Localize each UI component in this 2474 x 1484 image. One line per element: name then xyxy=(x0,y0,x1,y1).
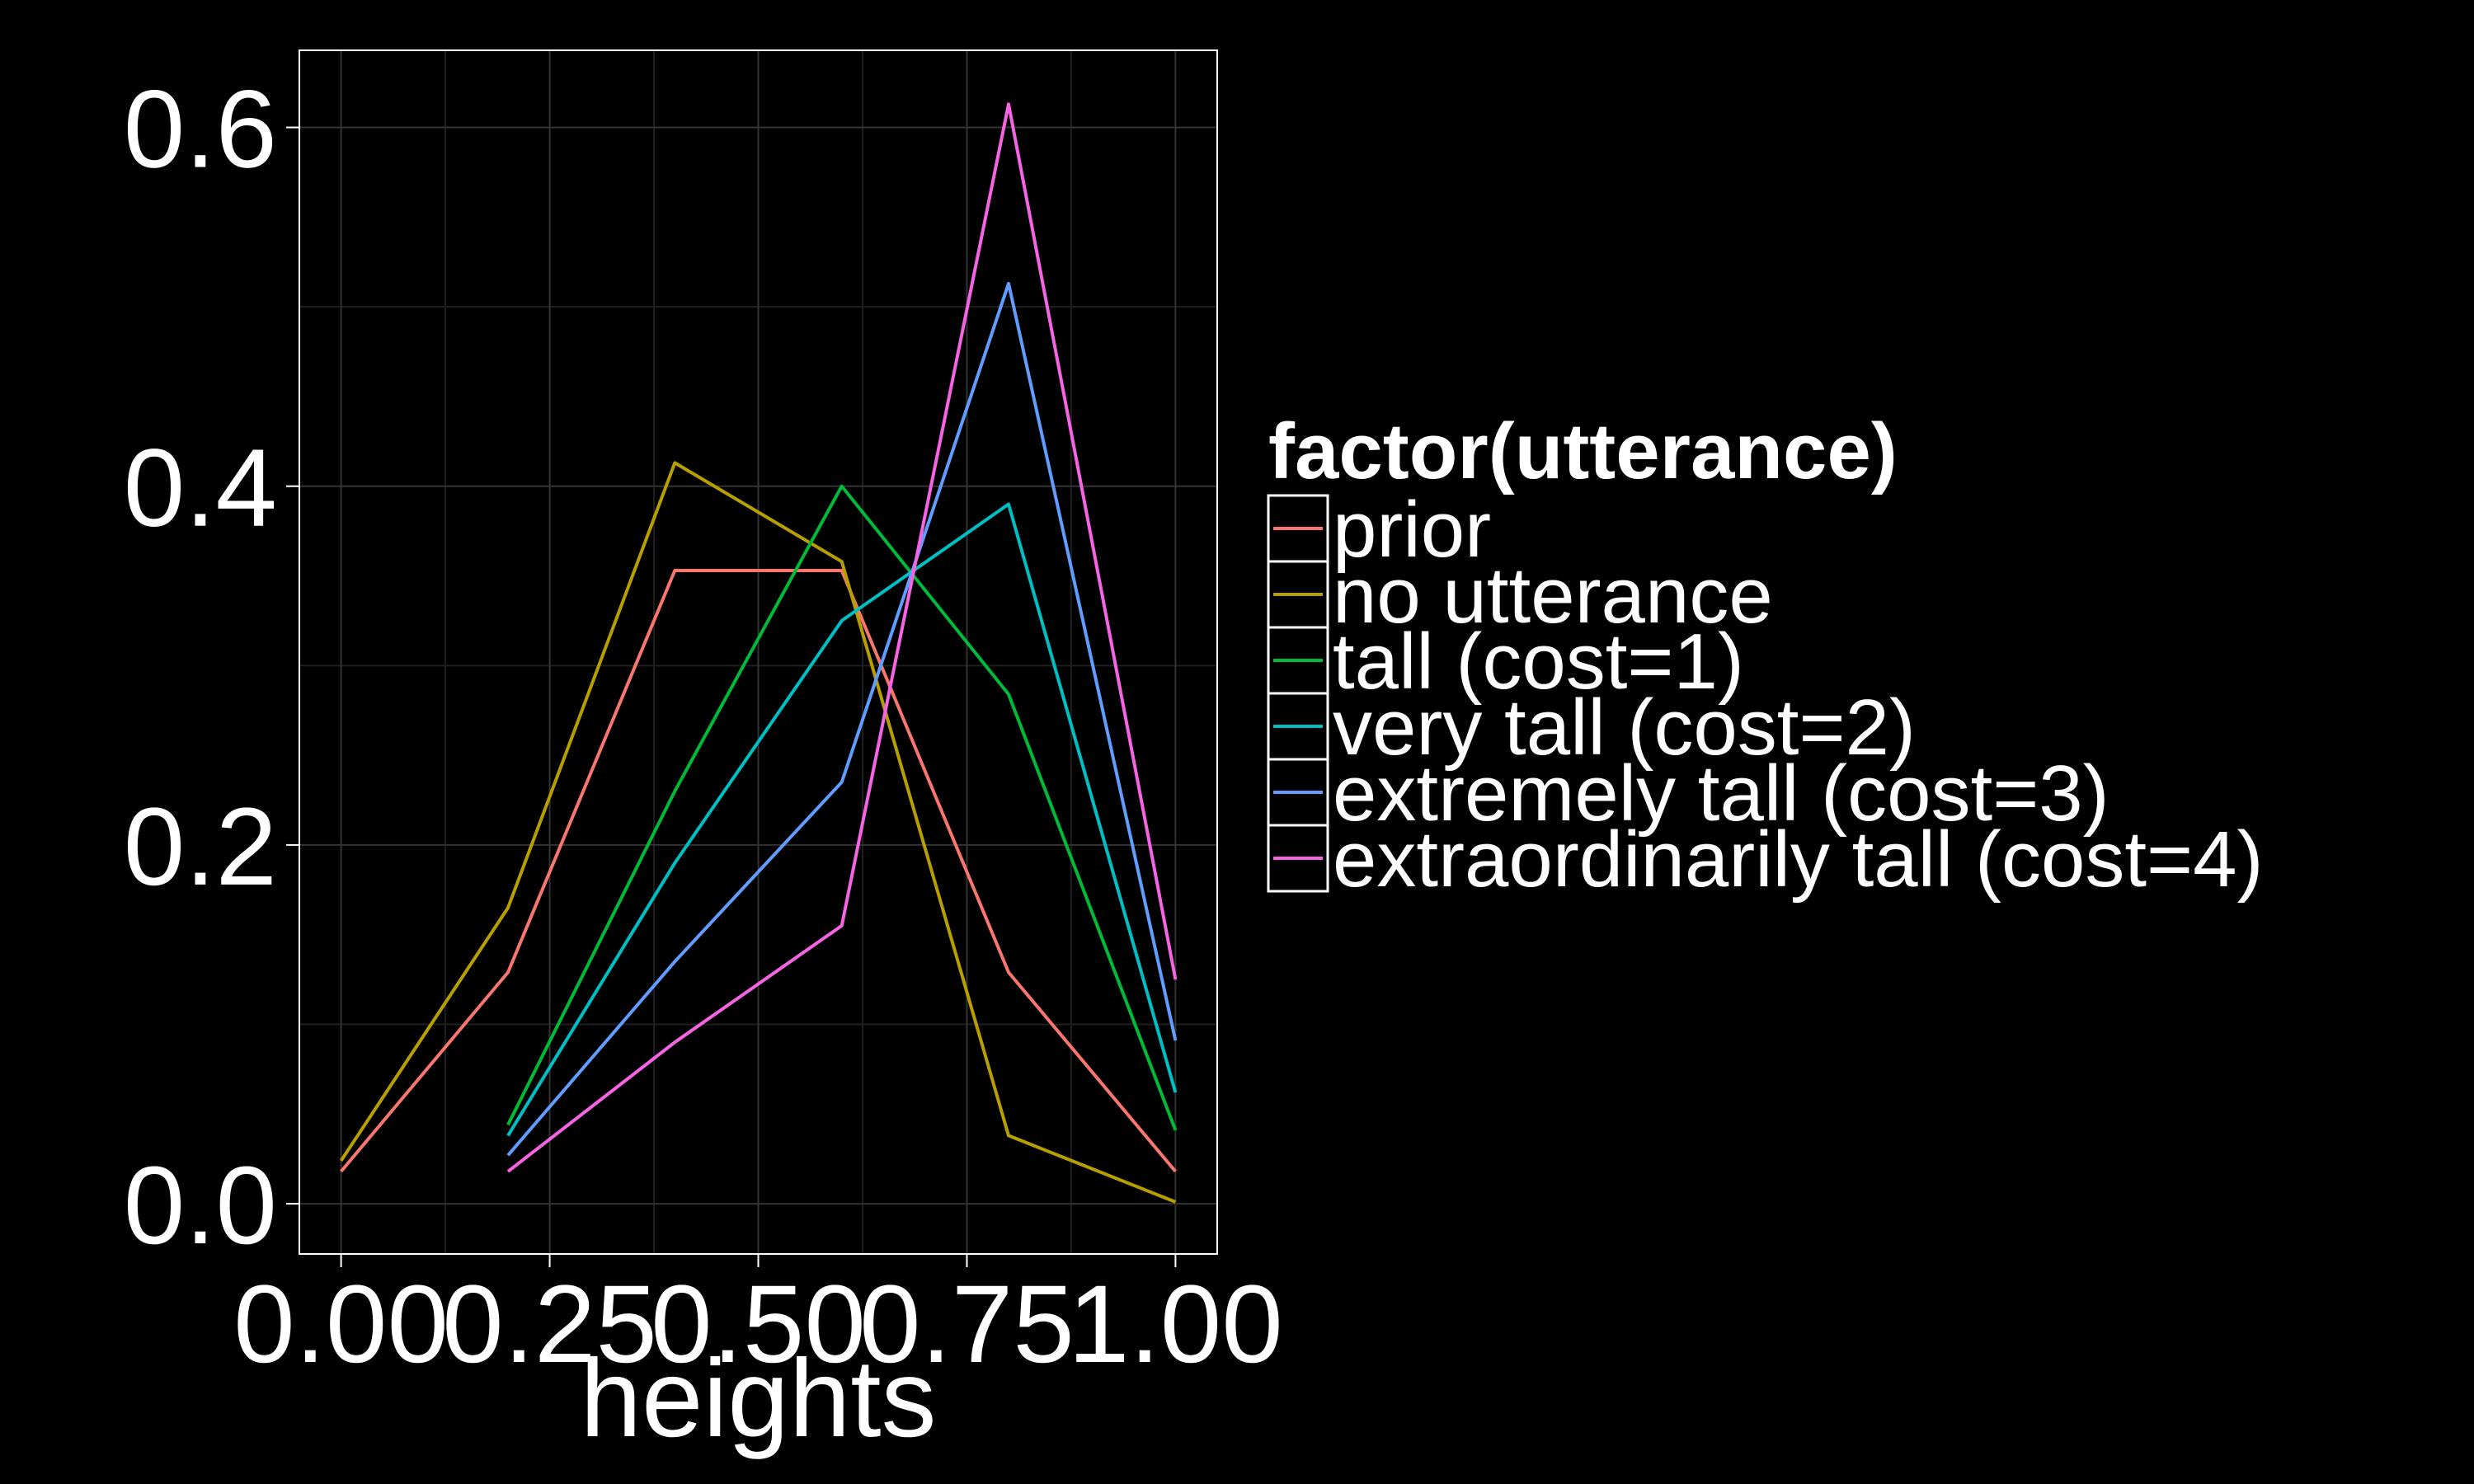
y-tick-label: 0.6 xyxy=(124,68,277,191)
series-lines xyxy=(339,102,1178,1204)
x-tick-label: 0.25 xyxy=(442,1263,657,1386)
x-axis: 0.000.250.500.751.00 xyxy=(233,1254,1283,1386)
y-tick-label: 0.4 xyxy=(124,427,277,550)
x-axis-title: heights xyxy=(580,1337,936,1460)
series-line-very-tall-cost-2 xyxy=(506,502,1178,1137)
series-line-prior xyxy=(340,569,1177,1173)
legend-title: factor(utterance) xyxy=(1268,407,1898,495)
legend-label-tall-cost-1: tall (cost=1) xyxy=(1333,618,1744,706)
y-tick-label: 0.0 xyxy=(124,1144,277,1267)
legend-label-extraordinarily-tall-cost-4: extraordinarily tall (cost=4) xyxy=(1333,815,2263,904)
legend-label-no-utterance: no utterance xyxy=(1333,552,1773,640)
x-tick-label: 0.00 xyxy=(233,1263,449,1386)
series-line-extremely-tall-cost-3 xyxy=(506,281,1178,1157)
legend-label-very-tall-cost-2: very tall (cost=2) xyxy=(1333,683,1916,772)
legend-label-extremely-tall-cost-3: extremely tall (cost=3) xyxy=(1333,749,2109,838)
series-line-no-utterance xyxy=(339,461,1177,1204)
legend-label-prior: prior xyxy=(1333,486,1491,574)
series-line-extraordinarily-tall-cost-4 xyxy=(506,102,1178,1173)
series-line-tall-cost-1 xyxy=(506,484,1178,1131)
y-axis: 0.0 0.2 0.4 0.6 xyxy=(124,68,299,1267)
x-tick-label: 0.50 xyxy=(651,1263,866,1386)
y-tick-label: 0.2 xyxy=(124,786,277,909)
x-tick-label: 1.00 xyxy=(1068,1263,1283,1386)
x-tick-label: 0.75 xyxy=(859,1263,1075,1386)
plot-panel xyxy=(299,49,1218,1255)
grid-major xyxy=(299,50,1217,1254)
